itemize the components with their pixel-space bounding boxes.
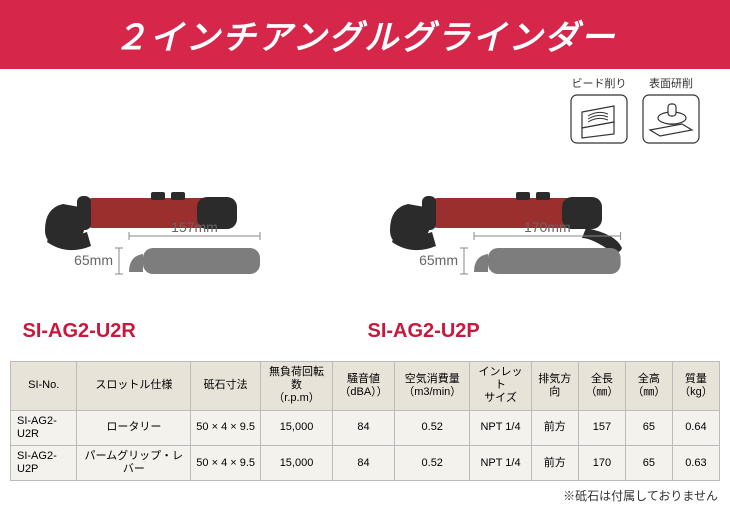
table-header: 空気消費量（m3/min）	[395, 362, 470, 411]
product-model: SI-AG2-U2P	[368, 320, 708, 343]
table-header: 全長（㎜）	[578, 362, 625, 411]
usage-icon-label: 表面研削	[642, 75, 700, 91]
table-cell: 0.63	[672, 445, 719, 480]
table-cell: パームグリップ・レバー	[77, 445, 191, 480]
table-cell: 15,000	[261, 445, 333, 480]
table-cell: SI-AG2-U2P	[11, 445, 77, 480]
footnote: ※砥石は付属しておりません	[0, 481, 730, 504]
table-cell: NPT 1/4	[470, 410, 531, 445]
product-card: 170mm 65mm SI-AG2-U2P	[368, 134, 708, 343]
table-cell: 157	[578, 410, 625, 445]
svg-text:170mm: 170mm	[523, 219, 570, 235]
table-header: 全高（㎜）	[625, 362, 672, 411]
table-cell: 84	[333, 445, 395, 480]
product-card: 157mm 65mm SI-AG2-U2R	[23, 134, 343, 343]
table-row: SI-AG2-U2Rロータリー50 × 4 × 9.515,000840.52N…	[11, 410, 720, 445]
svg-text:65mm: 65mm	[74, 252, 113, 268]
table-cell: 0.64	[672, 410, 719, 445]
table-header: 騒音値（dBA））	[333, 362, 395, 411]
table-cell: 65	[625, 410, 672, 445]
table-header: 質量（kg）	[672, 362, 719, 411]
spec-table: SI-No.スロットル仕様砥石寸法無負荷回転数（r.p.m）騒音値（dBA））空…	[10, 361, 720, 481]
table-cell: 15,000	[261, 410, 333, 445]
table-header: インレットサイズ	[470, 362, 531, 411]
product-image: 170mm 65mm	[368, 134, 708, 314]
table-header: SI-No.	[11, 362, 77, 411]
table-row: SI-AG2-U2Pパームグリップ・レバー50 × 4 × 9.515,0008…	[11, 445, 720, 480]
page-title: ２インチアングルグラインダー	[0, 0, 730, 69]
table-header: 砥石寸法	[191, 362, 261, 411]
table-header: スロットル仕様	[77, 362, 191, 411]
table-cell: 0.52	[395, 410, 470, 445]
product-image: 157mm 65mm	[23, 134, 343, 314]
table-cell: 前方	[531, 445, 578, 480]
table-cell: NPT 1/4	[470, 445, 531, 480]
usage-icon-label: ビード削り	[570, 75, 628, 91]
table-cell: 50 × 4 × 9.5	[191, 410, 261, 445]
svg-text:65mm: 65mm	[419, 252, 458, 268]
table-cell: SI-AG2-U2R	[11, 410, 77, 445]
svg-text:157mm: 157mm	[171, 219, 218, 235]
usage-icon-row: ビード削り 表面研削	[0, 69, 730, 144]
table-cell: 前方	[531, 410, 578, 445]
table-cell: 84	[333, 410, 395, 445]
table-cell: 0.52	[395, 445, 470, 480]
table-header: 排気方向	[531, 362, 578, 411]
product-row: 157mm 65mm SI-AG2-U2R 170mm 65mm SI-AG2-U2…	[0, 134, 730, 361]
table-cell: 170	[578, 445, 625, 480]
table-cell: 50 × 4 × 9.5	[191, 445, 261, 480]
table-cell: ロータリー	[77, 410, 191, 445]
table-header: 無負荷回転数（r.p.m）	[261, 362, 333, 411]
product-model: SI-AG2-U2R	[23, 320, 343, 343]
table-cell: 65	[625, 445, 672, 480]
